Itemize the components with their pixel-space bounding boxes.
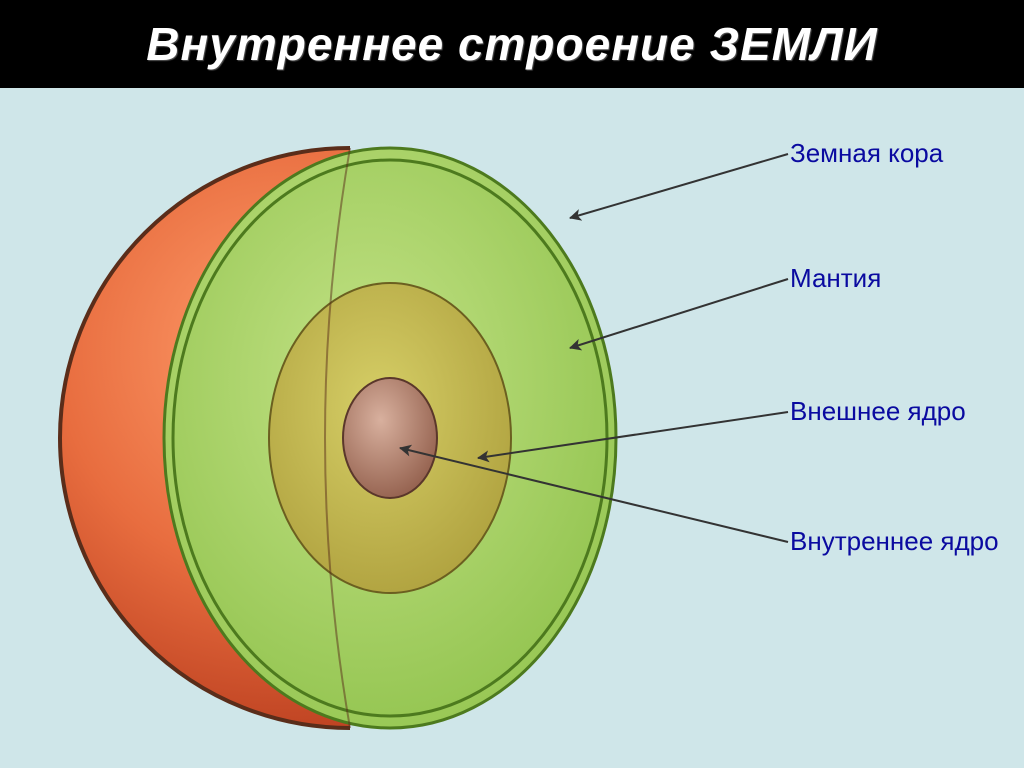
earth-svg <box>0 88 1024 768</box>
cut-face <box>164 148 616 728</box>
inner-core-label: Внутреннее ядро <box>790 526 999 557</box>
inner-core-layer <box>343 378 437 498</box>
crust-arrow <box>570 154 788 218</box>
mantle-label: Мантия <box>790 263 881 294</box>
crust-label: Земная кора <box>790 138 943 169</box>
mantle-arrow <box>570 279 788 348</box>
title-bar: Внутреннее строение ЗЕМЛИ <box>0 0 1024 88</box>
outer-core-label: Внешнее ядро <box>790 396 966 427</box>
page-title: Внутреннее строение ЗЕМЛИ <box>146 17 877 71</box>
earth-diagram: Земная кора Мантия Внешнее ядро Внутренн… <box>0 88 1024 768</box>
